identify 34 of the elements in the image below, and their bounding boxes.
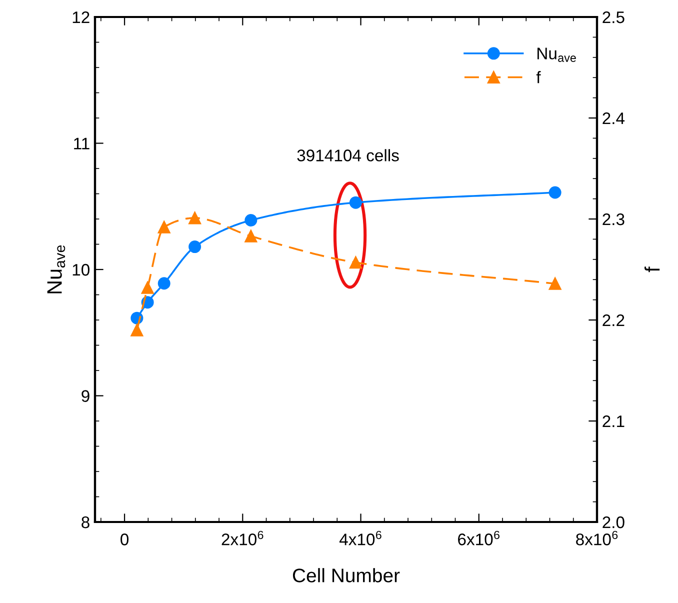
x-tick-label: 2x10$^{6}$ (222, 530, 264, 546)
point (548, 277, 562, 290)
y2-tick-label: 2.5 (602, 11, 624, 24)
x-tick-label: 4x10$^{6}$ (339, 530, 382, 546)
point (130, 324, 144, 336)
y-tick-label: 10 (72, 264, 90, 276)
legend-label: f (536, 71, 541, 84)
y-tick-label: 12 (72, 11, 90, 24)
x-tick-label: 8x10$^{6}$ (576, 530, 618, 546)
point (188, 240, 202, 254)
legend-label: Nu$_{ave}$ (538, 48, 576, 62)
y2-tick-label: 2.2 (602, 314, 624, 326)
point (244, 230, 258, 242)
y-tick-label: 11 (74, 138, 90, 150)
point (188, 212, 202, 224)
y-tick-label: 9 (82, 390, 90, 402)
point (548, 186, 562, 199)
point (349, 256, 362, 269)
y-tick-label: 8 (82, 516, 90, 528)
y-axis-title: Nu$_{ave}$ (47, 245, 66, 294)
x-tick-label: 6x10$^{6}$ (458, 530, 500, 546)
point (141, 281, 154, 294)
point (158, 220, 170, 234)
y2-tick-label: 2.3 (602, 213, 624, 226)
annotation: 3914104 cells (297, 149, 399, 162)
point (349, 196, 362, 209)
point (244, 214, 258, 227)
y2-tick-label: 2.0 (602, 516, 624, 528)
point (158, 277, 170, 290)
x-tick-label: 0 (120, 534, 129, 546)
y2-axis-title: f (644, 266, 660, 272)
y2-tick-label: 2.1 (602, 415, 624, 428)
x-axis-title: Cell Number (292, 568, 400, 582)
y2-tick-label: 2.4 (602, 112, 625, 124)
